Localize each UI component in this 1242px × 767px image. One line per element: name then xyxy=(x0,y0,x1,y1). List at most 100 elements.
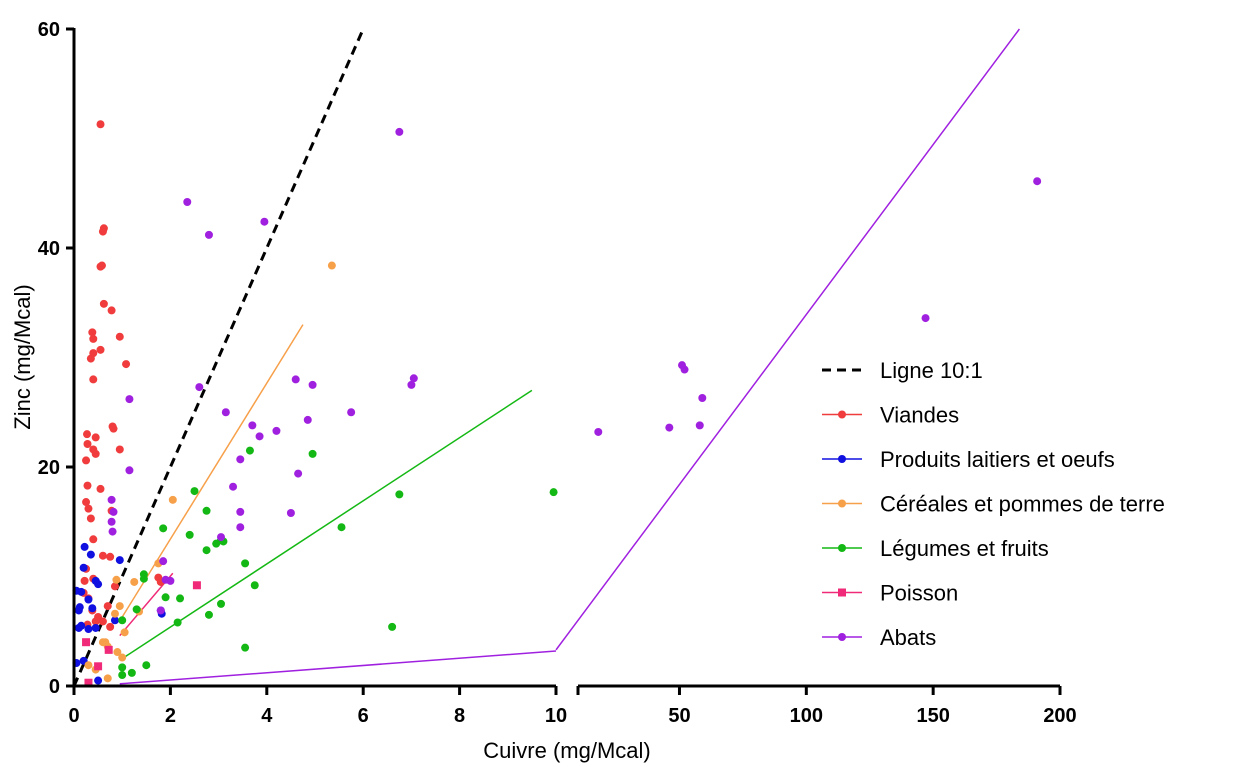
data-point xyxy=(161,593,170,602)
fit-line xyxy=(121,324,304,618)
data-point xyxy=(308,380,317,389)
x-tick-label: 4 xyxy=(261,705,273,727)
data-point xyxy=(88,604,97,613)
data-point xyxy=(103,602,112,611)
data-point xyxy=(99,299,108,308)
data-point xyxy=(94,676,103,685)
data-point xyxy=(549,488,558,497)
legend-marker xyxy=(838,588,846,597)
data-point xyxy=(110,609,119,618)
legend-marker xyxy=(838,410,846,419)
legend-label: Poisson xyxy=(880,581,958,606)
data-point xyxy=(395,127,404,136)
data-point xyxy=(107,495,116,504)
axes xyxy=(72,28,1060,688)
data-point xyxy=(217,533,226,542)
x-tick-label: 100 xyxy=(790,705,823,727)
data-point xyxy=(112,575,121,584)
data-point xyxy=(80,576,89,585)
legend-label: Ligne 10:1 xyxy=(880,358,983,383)
axis-ticks: 0 20 40 60 0 2 4 6 8 10 50 100 150 200 xyxy=(38,19,1077,727)
data-point xyxy=(118,663,127,672)
data-point xyxy=(89,535,98,544)
data-point xyxy=(82,456,91,465)
data-point xyxy=(83,430,92,439)
data-point xyxy=(245,446,254,455)
data-point xyxy=(109,424,118,433)
data-point xyxy=(127,668,136,677)
x-tick-label: 0 xyxy=(68,705,79,727)
data-point xyxy=(84,678,93,687)
data-point xyxy=(122,360,131,369)
data-point xyxy=(294,469,303,478)
data-point xyxy=(159,524,168,533)
data-point xyxy=(107,306,116,315)
data-point xyxy=(94,662,103,671)
data-point xyxy=(115,556,124,565)
data-point xyxy=(204,230,213,239)
data-point xyxy=(113,648,122,657)
legend-label: Produits laitiers et oeufs xyxy=(880,447,1115,472)
data-point xyxy=(185,530,194,539)
data-point xyxy=(77,621,86,630)
x-axis-title: Cuivre (mg/Mcal) xyxy=(483,738,650,763)
data-point xyxy=(86,354,95,363)
data-point xyxy=(698,394,707,403)
data-point xyxy=(89,334,98,343)
data-point xyxy=(308,449,317,458)
y-tick-label: 40 xyxy=(38,238,60,260)
data-point xyxy=(204,610,213,619)
x-tick-label: 10 xyxy=(545,705,567,727)
data-point xyxy=(130,577,139,586)
data-point xyxy=(84,504,93,513)
plot-area xyxy=(72,28,1042,687)
data-point xyxy=(125,466,134,475)
data-point xyxy=(166,576,175,585)
data-point xyxy=(409,374,418,383)
data-point xyxy=(88,328,97,337)
y-tick-label: 0 xyxy=(49,676,60,698)
data-point xyxy=(665,423,674,432)
data-point xyxy=(139,570,148,579)
data-point xyxy=(241,643,250,652)
data-point xyxy=(104,645,113,654)
data-point xyxy=(110,582,119,591)
x-tick-label: 50 xyxy=(668,705,690,727)
legend-label: Viandes xyxy=(880,403,959,428)
data-point xyxy=(248,421,257,430)
legend-label: Légumes et fruits xyxy=(880,536,1049,561)
legend-marker xyxy=(838,544,846,552)
data-point xyxy=(120,628,129,637)
x-tick-label: 200 xyxy=(1043,705,1076,727)
data-point xyxy=(79,563,88,572)
data-point xyxy=(236,507,245,516)
data-point xyxy=(115,445,124,454)
data-point xyxy=(89,375,98,384)
data-point xyxy=(303,415,312,424)
data-point xyxy=(86,514,95,523)
data-point xyxy=(97,261,106,270)
data-point xyxy=(98,617,107,626)
data-point xyxy=(260,217,269,226)
data-point xyxy=(74,606,83,615)
data-point xyxy=(96,120,105,129)
data-point xyxy=(91,617,100,626)
data-point xyxy=(115,332,124,341)
legend: Ligne 10:1 Viandes Produits laitiers et oe… xyxy=(822,358,1165,650)
data-point xyxy=(192,581,201,590)
x-tick-label: 6 xyxy=(358,705,369,727)
data-point xyxy=(84,661,93,670)
data-point xyxy=(272,426,281,435)
data-point xyxy=(115,602,124,611)
data-point xyxy=(680,365,689,374)
data-point xyxy=(118,671,127,680)
data-point xyxy=(159,557,168,566)
data-point xyxy=(190,487,199,496)
data-point xyxy=(96,345,105,354)
data-point xyxy=(236,523,245,532)
x-tick-label: 2 xyxy=(165,705,176,727)
data-point xyxy=(106,622,115,631)
data-point xyxy=(109,507,118,516)
data-point xyxy=(125,395,134,404)
